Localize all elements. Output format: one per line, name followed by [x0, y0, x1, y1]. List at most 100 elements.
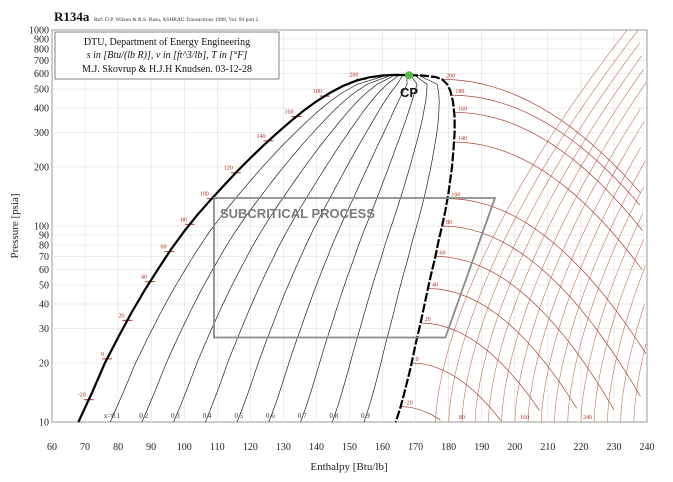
y-tick-label: 600 — [34, 69, 49, 80]
process-annotation: SUBCRITICAL PROCESS — [213, 197, 497, 339]
isotherm-label-liquid: 60 — [161, 245, 167, 251]
quality-line — [331, 74, 428, 423]
y-tick-label: 500 — [34, 85, 49, 96]
x-tick-label: 130 — [276, 442, 291, 453]
quality-line — [109, 74, 410, 423]
isotherm-label-vapor: 140 — [458, 136, 467, 142]
quality-line — [300, 74, 418, 423]
isentrope-line — [554, 160, 646, 423]
quality-label: 0.9 — [361, 412, 370, 420]
isotherm-line — [435, 256, 615, 410]
quality-label: 0.6 — [266, 412, 275, 420]
isotherm-label-vapor: 200 — [446, 73, 455, 79]
y-tick-label: 20 — [39, 358, 49, 369]
isotherm-label-liquid: 140 — [257, 134, 266, 140]
isotherm-label-vapor: 60 — [439, 250, 445, 256]
isotherm-line — [411, 362, 502, 421]
quality-line — [173, 74, 410, 423]
isentrope-line — [474, 55, 642, 423]
quality-label: 0.4 — [203, 412, 212, 420]
grid-lines — [51, 29, 648, 423]
x-tick-label: 210 — [540, 442, 555, 453]
isotherm-label-vapor: 20 — [425, 317, 431, 323]
y-tick-label: 1000 — [29, 26, 49, 37]
critical-point-label: CP — [400, 85, 418, 100]
isotherm-label-liquid: 20 — [118, 313, 124, 319]
quality-line — [236, 74, 410, 423]
isotherm-label-liquid: 160 — [285, 109, 294, 115]
saturated-vapor-line — [394, 74, 456, 423]
y-tick-label: 50 — [39, 281, 49, 292]
isotherm-line — [427, 288, 577, 409]
isentropes: 80 160 240 — [435, 29, 647, 423]
isotherm-label-liquid: 120 — [224, 166, 233, 172]
x-tick-label: 80 — [113, 442, 123, 453]
isotherm-label-vapor: 40 — [432, 282, 438, 288]
quality-label: 0.7 — [298, 412, 307, 420]
isentrope-line — [567, 186, 644, 423]
isotherm-label-liquid: 180 — [313, 89, 322, 95]
isotherm-line — [453, 141, 643, 271]
isotherm-line — [420, 322, 540, 411]
isotherm-label-vapor: 100 — [451, 193, 460, 199]
isentrope-line — [607, 265, 646, 423]
isentrope-line — [488, 69, 644, 423]
info-line-2: s in [Btu/(lb R)], v in [ft^3/lb], T in … — [87, 50, 248, 61]
isentrope-label: 240 — [583, 415, 592, 421]
x-tick-label: 220 — [573, 442, 588, 453]
quality-label: x=0.1 — [104, 412, 121, 420]
x-tick-label: 150 — [342, 442, 357, 453]
x-tick-label: 200 — [507, 442, 522, 453]
isotherm-label-vapor: 180 — [455, 89, 464, 95]
saturated-liquid-line — [77, 73, 410, 423]
critical-point-marker — [405, 71, 413, 80]
x-tick-label: 100 — [177, 442, 192, 453]
isotherm-label-liquid: 40 — [141, 275, 147, 281]
chart-reference: Ref: D.P. Wilson & R.S. Basu, ASHRAE Tra… — [94, 16, 260, 23]
isentrope-line — [435, 29, 628, 423]
x-tick-label: 180 — [441, 442, 456, 453]
y-axis-title: Pressure [psia] — [9, 193, 21, 258]
isotherm-label-liquid: 200 — [349, 72, 358, 78]
isentrope-line — [633, 343, 647, 423]
isotherm-line — [451, 94, 641, 206]
x-tick-label: 170 — [408, 442, 423, 453]
y-tick-label: 300 — [34, 128, 49, 139]
chart-title: R134a — [54, 9, 90, 24]
quality-label: 0.3 — [171, 412, 180, 420]
info-box — [54, 31, 280, 80]
y-tick-label: 800 — [34, 44, 49, 55]
y-tick-label: 60 — [39, 265, 49, 276]
isentrope-line — [593, 238, 644, 423]
isentrope-line — [620, 304, 645, 423]
isentrope-line — [527, 121, 645, 423]
isotherm-label-liquid: 80 — [181, 217, 187, 223]
y-tick-label: 40 — [39, 299, 49, 310]
y-tick-label: 10 — [39, 418, 49, 429]
x-tick-label: 110 — [210, 442, 225, 453]
isotherm-line — [447, 198, 647, 354]
isotherm-label-vapor: -20 — [405, 400, 413, 406]
y-tick-label: 400 — [34, 103, 49, 114]
axis-ticks: 60 70 80 90 100 110 120 130 140 150 160 170 180 190 20… — [29, 26, 655, 454]
info-line-3: M.J. Skovrup & H.J.H Knudsen. 03-12-28 — [82, 64, 252, 75]
x-tick-label: 190 — [474, 442, 489, 453]
isentrope-line — [501, 82, 647, 423]
isentrope-line — [540, 147, 641, 423]
x-tick-label: 60 — [47, 442, 57, 453]
x-axis-title: Enthalpy [Btu/lb] — [310, 461, 387, 473]
isotherm-line — [400, 406, 441, 421]
isentrope-line — [580, 212, 644, 423]
isentrope-line — [461, 42, 640, 423]
isentrope-label: 160 — [520, 415, 529, 421]
isentrope-label: 80 — [459, 415, 465, 421]
quality-line — [141, 74, 410, 423]
isotherm-label-vapor: 80 — [446, 220, 452, 226]
subcritical-process-outline — [213, 197, 497, 339]
quality-lines: x=0.1 0.2 0.3 0.4 0.5 0.6 0.7 0.8 0.9 — [104, 74, 440, 423]
y-tick-label: 100 — [34, 222, 49, 233]
y-tick-label: 70 — [39, 252, 49, 263]
quality-label: 0.5 — [234, 412, 243, 420]
y-tick-label: 200 — [34, 162, 49, 173]
